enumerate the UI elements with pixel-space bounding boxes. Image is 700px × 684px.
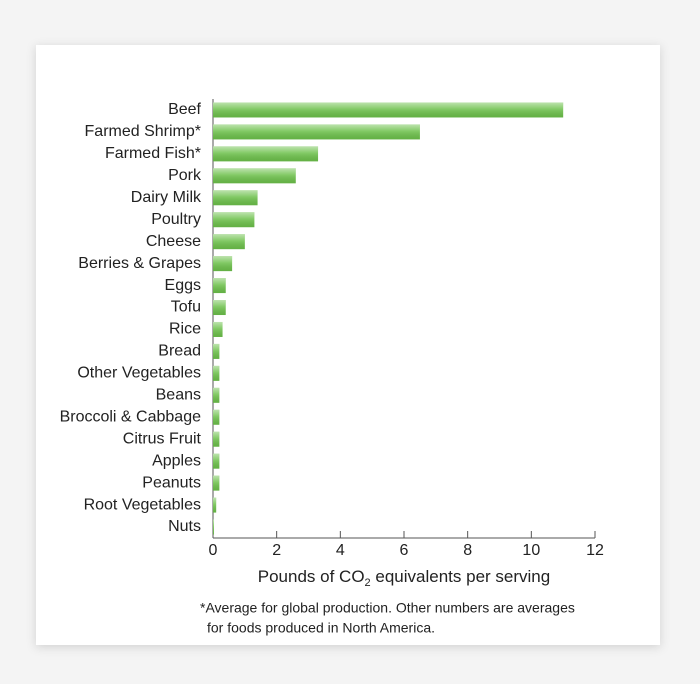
y-tick-label: Poultry [151, 211, 201, 228]
x-tick-label: 2 [272, 542, 281, 559]
y-tick-label: Beans [156, 387, 201, 404]
bar-gloss [213, 343, 220, 359]
bar-gloss [213, 234, 245, 250]
y-tick-label: Citrus Fruit [123, 430, 202, 447]
bar-gloss [213, 321, 223, 337]
bar-gloss [213, 102, 564, 118]
y-tick-label: Rice [169, 321, 201, 338]
x-label-part: Pounds of CO [258, 567, 365, 586]
y-tick-label: Tofu [171, 299, 201, 316]
y-tick-label: Farmed Shrimp* [85, 123, 201, 140]
y-tick-label: Bread [158, 343, 201, 360]
bar-gloss [213, 453, 220, 469]
x-tick-label: 0 [209, 542, 218, 559]
bar-gloss [213, 365, 220, 381]
bar-gloss [213, 168, 296, 184]
bar-gloss [213, 519, 214, 535]
y-tick-label: Nuts [168, 518, 201, 535]
x-tick-label: 4 [336, 542, 345, 559]
x-tick-label: 6 [400, 542, 409, 559]
x-tick-label: 12 [586, 542, 604, 559]
bar-gloss [213, 300, 226, 316]
y-tick-label: Berries & Grapes [78, 255, 201, 272]
bar-gloss [213, 431, 220, 447]
y-tick-label: Cheese [146, 233, 201, 250]
bar-gloss [213, 190, 258, 206]
bar-gloss [213, 497, 217, 513]
card [36, 45, 660, 645]
y-tick-label: Other Vegetables [77, 365, 201, 382]
x-label-part: equivalents per serving [371, 567, 551, 586]
bar-gloss [213, 146, 319, 162]
bar-gloss [213, 409, 220, 425]
footnote: *Average for global production. Other nu… [200, 600, 575, 616]
y-tick-label: Dairy Milk [131, 189, 202, 206]
x-axis-label: Pounds of CO2 equivalents per serving [258, 567, 550, 588]
bar-gloss [213, 124, 420, 140]
bar-gloss [213, 256, 233, 272]
x-label-sub: 2 [365, 577, 371, 589]
y-tick-label: Farmed Fish* [105, 145, 201, 162]
footnote: for foods produced in North America. [207, 620, 435, 636]
y-tick-label: Peanuts [142, 474, 201, 491]
x-tick-label: 8 [463, 542, 472, 559]
bar-gloss [213, 387, 220, 403]
y-tick-label: Apples [152, 452, 201, 469]
x-tick-label: 10 [522, 542, 540, 559]
y-tick-label: Beef [168, 101, 201, 118]
bar-gloss [213, 475, 220, 491]
y-tick-label: Eggs [165, 277, 201, 294]
y-tick-label: Root Vegetables [84, 496, 201, 513]
y-tick-label: Broccoli & Cabbage [60, 408, 202, 425]
bar-gloss [213, 278, 226, 294]
y-tick-label: Pork [168, 167, 202, 184]
bar-gloss [213, 212, 255, 228]
